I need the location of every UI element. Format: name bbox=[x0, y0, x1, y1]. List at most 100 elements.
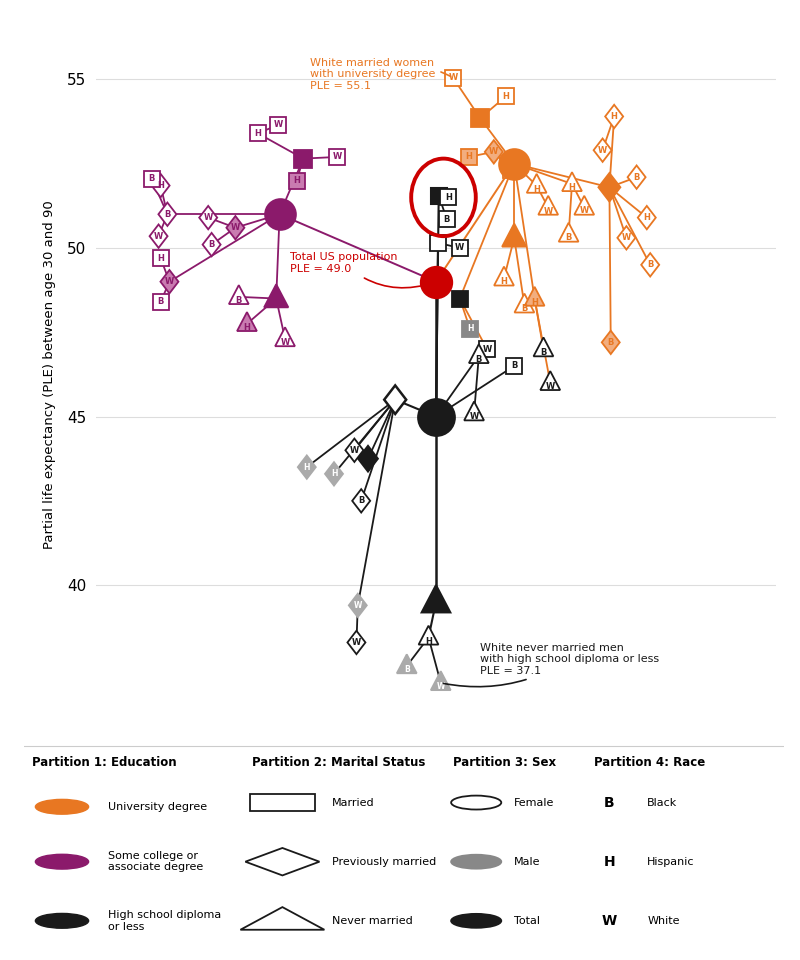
Polygon shape bbox=[430, 235, 446, 251]
Text: W: W bbox=[622, 233, 631, 242]
Text: B: B bbox=[476, 355, 482, 364]
Polygon shape bbox=[153, 294, 169, 310]
Text: W: W bbox=[482, 345, 492, 353]
Text: Total US population
PLE = 49.0: Total US population PLE = 49.0 bbox=[290, 252, 434, 288]
Text: H: H bbox=[293, 176, 300, 185]
Circle shape bbox=[35, 854, 89, 869]
Polygon shape bbox=[330, 149, 346, 165]
Polygon shape bbox=[346, 439, 363, 462]
Text: W: W bbox=[165, 277, 174, 286]
Polygon shape bbox=[574, 196, 594, 215]
Polygon shape bbox=[294, 150, 312, 168]
Polygon shape bbox=[462, 321, 478, 337]
Polygon shape bbox=[461, 149, 477, 165]
Polygon shape bbox=[506, 358, 522, 374]
Text: White: White bbox=[647, 916, 680, 925]
Text: W: W bbox=[580, 206, 589, 215]
Polygon shape bbox=[289, 173, 305, 188]
Polygon shape bbox=[298, 455, 316, 479]
Text: W: W bbox=[470, 412, 478, 421]
Circle shape bbox=[451, 796, 502, 809]
Polygon shape bbox=[514, 294, 534, 313]
Circle shape bbox=[35, 914, 89, 928]
Text: Black: Black bbox=[647, 798, 678, 807]
Polygon shape bbox=[479, 341, 495, 357]
Polygon shape bbox=[422, 585, 450, 612]
Polygon shape bbox=[153, 250, 169, 266]
Polygon shape bbox=[526, 174, 546, 193]
Polygon shape bbox=[558, 223, 578, 242]
Text: W: W bbox=[352, 638, 361, 647]
Y-axis label: Partial life expectancy (PLE) between age 30 and 90: Partial life expectancy (PLE) between ag… bbox=[43, 200, 56, 549]
Polygon shape bbox=[440, 189, 456, 205]
Text: H: H bbox=[466, 324, 474, 333]
Text: W: W bbox=[333, 153, 342, 161]
Text: Never married: Never married bbox=[332, 916, 413, 925]
Polygon shape bbox=[502, 224, 526, 247]
Text: H: H bbox=[157, 253, 164, 263]
Polygon shape bbox=[471, 109, 489, 127]
Polygon shape bbox=[602, 330, 620, 354]
Text: W: W bbox=[354, 601, 362, 610]
Text: White married women
with university degree
PLE = 55.1: White married women with university degr… bbox=[310, 58, 450, 91]
Polygon shape bbox=[152, 174, 170, 198]
Text: W: W bbox=[154, 231, 163, 241]
Point bbox=[430, 274, 442, 289]
Text: H: H bbox=[643, 213, 650, 222]
Polygon shape bbox=[538, 196, 558, 215]
Text: B: B bbox=[236, 296, 242, 304]
Text: B: B bbox=[444, 215, 450, 224]
Point bbox=[508, 156, 521, 171]
Polygon shape bbox=[144, 171, 160, 187]
Text: Some college or
associate degree: Some college or associate degree bbox=[107, 851, 203, 873]
Text: B: B bbox=[607, 338, 614, 347]
Polygon shape bbox=[161, 270, 178, 294]
Text: W: W bbox=[489, 148, 498, 156]
Polygon shape bbox=[594, 138, 612, 162]
Text: Partition 2: Marital Status: Partition 2: Marital Status bbox=[252, 756, 426, 769]
Text: Hispanic: Hispanic bbox=[647, 856, 694, 867]
Text: W: W bbox=[506, 166, 515, 175]
Text: H: H bbox=[425, 636, 432, 646]
Polygon shape bbox=[494, 267, 514, 285]
Text: B: B bbox=[634, 173, 640, 181]
Text: Previously married: Previously married bbox=[332, 856, 436, 867]
Text: B: B bbox=[358, 496, 364, 505]
Text: H: H bbox=[502, 92, 510, 101]
Text: Partition 4: Race: Partition 4: Race bbox=[594, 756, 706, 769]
Point bbox=[430, 409, 442, 424]
Text: B: B bbox=[209, 240, 214, 249]
Polygon shape bbox=[264, 284, 288, 307]
Text: W: W bbox=[448, 73, 458, 83]
Circle shape bbox=[451, 854, 502, 869]
Polygon shape bbox=[150, 225, 167, 248]
Text: H: H bbox=[569, 183, 575, 192]
Text: Female: Female bbox=[514, 798, 554, 807]
Text: H: H bbox=[157, 181, 164, 190]
Polygon shape bbox=[237, 312, 257, 331]
Text: W: W bbox=[598, 146, 607, 155]
Text: Partition 1: Education: Partition 1: Education bbox=[32, 756, 176, 769]
Text: B: B bbox=[149, 175, 155, 183]
Polygon shape bbox=[540, 372, 560, 390]
Polygon shape bbox=[638, 205, 656, 229]
Text: H: H bbox=[303, 463, 310, 471]
Polygon shape bbox=[275, 327, 295, 347]
Polygon shape bbox=[598, 173, 621, 202]
Polygon shape bbox=[270, 117, 286, 132]
Polygon shape bbox=[226, 216, 245, 239]
Text: B: B bbox=[404, 665, 410, 674]
Polygon shape bbox=[445, 70, 461, 85]
Polygon shape bbox=[431, 671, 450, 690]
Text: H: H bbox=[254, 129, 262, 138]
Polygon shape bbox=[349, 593, 366, 617]
Text: W: W bbox=[546, 382, 555, 391]
Polygon shape bbox=[525, 287, 545, 305]
Text: B: B bbox=[511, 362, 518, 371]
Text: W: W bbox=[274, 120, 283, 130]
Polygon shape bbox=[352, 490, 370, 513]
Text: Male: Male bbox=[514, 856, 541, 867]
Polygon shape bbox=[502, 162, 518, 179]
Point bbox=[274, 206, 286, 222]
Polygon shape bbox=[485, 140, 502, 163]
